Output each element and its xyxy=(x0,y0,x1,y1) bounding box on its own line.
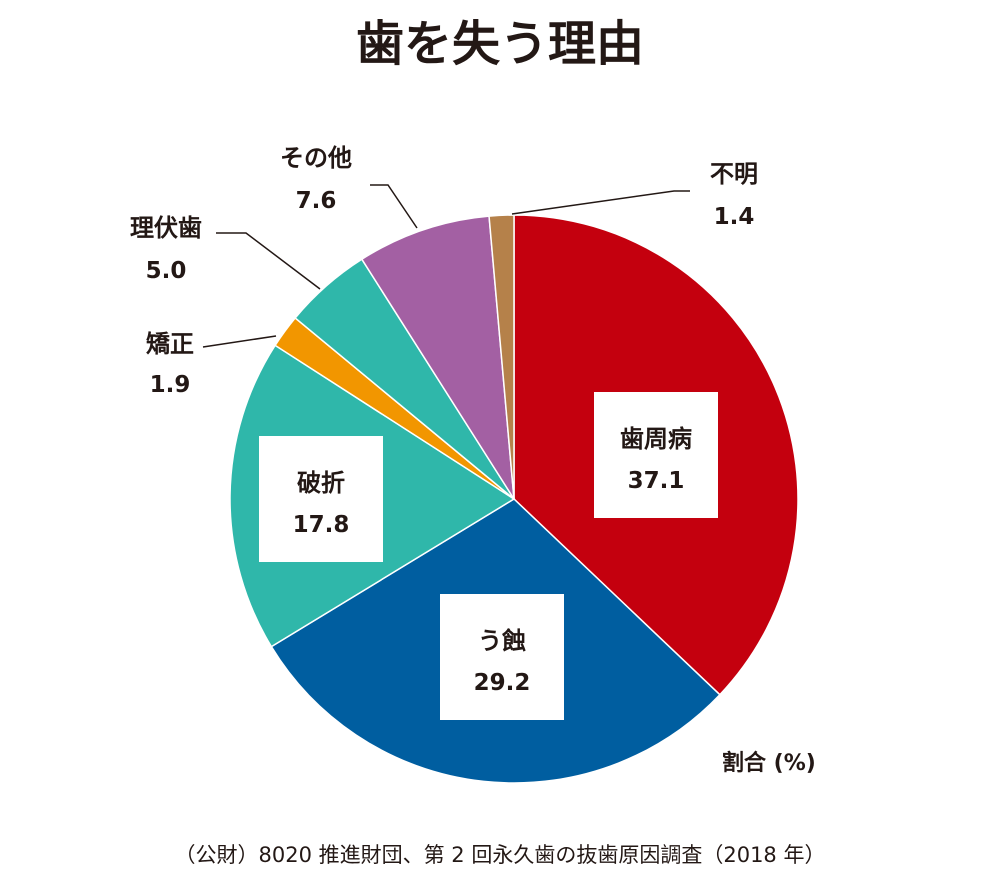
slice-label-value: 37.1 xyxy=(628,468,685,494)
slice-label-value: 7.6 xyxy=(296,188,337,214)
slice-label-name: 理伏歯 xyxy=(130,214,202,242)
slice-label-value: 29.2 xyxy=(474,670,531,696)
unit-label: 割合 (%) xyxy=(722,750,816,776)
slice-label-name: 不明 xyxy=(710,160,758,188)
slice-label-value: 17.8 xyxy=(293,512,350,538)
chart-title: 歯を失う理由 xyxy=(356,16,644,72)
slice-label-name: う蝕 xyxy=(478,627,526,655)
leader-line xyxy=(511,190,690,215)
slice-labels: 歯周病 37.1 う蝕 29.2 破折 17.8 矯正 1.9 理伏歯 5.0 その他 7.6 不明 1.… xyxy=(130,144,758,720)
slice-label-value: 1.4 xyxy=(714,204,755,230)
slice-label-value: 1.9 xyxy=(150,372,191,398)
slice-label-name: その他 xyxy=(280,144,352,172)
slice-label-name: 歯周病 xyxy=(620,425,692,453)
pie-slice-7 xyxy=(488,214,515,500)
slice-label-name: 矯正 xyxy=(146,330,194,358)
slice-label-name: 破折 xyxy=(297,469,345,497)
slice-label-box xyxy=(594,392,718,518)
source-note: （公財）8020 推進財団、第 2 回永久歯の抜歯原因調査（2018 年） xyxy=(175,843,826,867)
leader-line xyxy=(216,232,321,290)
leader-line xyxy=(202,335,277,348)
slice-label-box xyxy=(440,594,564,720)
slice-label-box xyxy=(259,436,383,562)
pie-slice-6 xyxy=(360,215,515,500)
slice-label-value: 5.0 xyxy=(146,258,187,284)
leader-line xyxy=(370,184,418,229)
